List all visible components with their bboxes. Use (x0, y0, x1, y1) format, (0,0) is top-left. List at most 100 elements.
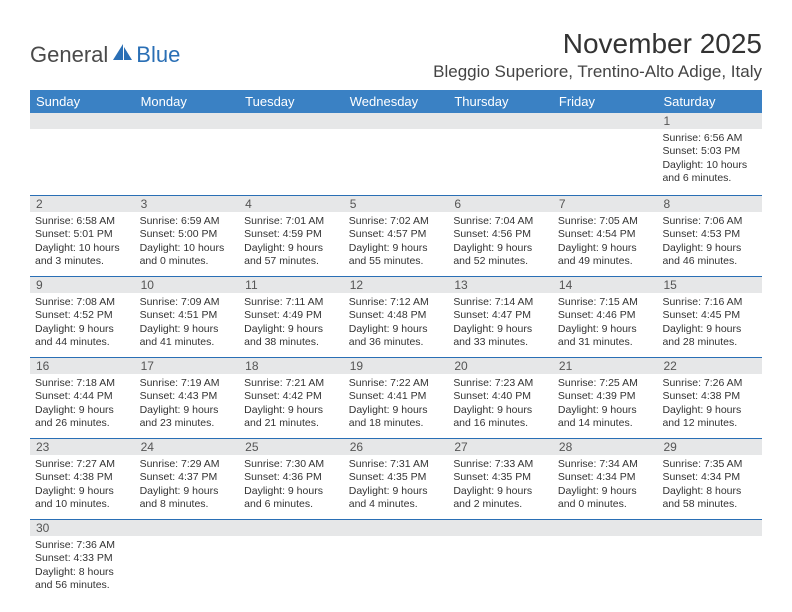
sunset-text: Sunset: 4:38 PM (35, 471, 130, 484)
day-number (657, 520, 762, 536)
daylight-text: Daylight: 9 hours (140, 404, 235, 417)
daylight-text: Daylight: 9 hours (662, 242, 757, 255)
sunset-text: Sunset: 4:39 PM (558, 390, 653, 403)
day-cell: Sunrise: 7:30 AMSunset: 4:36 PMDaylight:… (239, 455, 344, 519)
daylight-text: and 0 minutes. (140, 255, 235, 268)
daylight-text: and 2 minutes. (453, 498, 548, 511)
sunrise-text: Sunrise: 7:30 AM (244, 458, 339, 471)
daylight-text: and 41 minutes. (140, 336, 235, 349)
sunset-text: Sunset: 4:45 PM (662, 309, 757, 322)
day-cell: Sunrise: 7:11 AMSunset: 4:49 PMDaylight:… (239, 293, 344, 357)
sunrise-text: Sunrise: 7:25 AM (558, 377, 653, 390)
day-number: 19 (344, 358, 449, 374)
daylight-text: Daylight: 9 hours (662, 404, 757, 417)
sunrise-text: Sunrise: 7:35 AM (662, 458, 757, 471)
sunrise-text: Sunrise: 7:33 AM (453, 458, 548, 471)
daylight-text: Daylight: 9 hours (453, 242, 548, 255)
sunrise-text: Sunrise: 7:12 AM (349, 296, 444, 309)
day-cell: Sunrise: 7:16 AMSunset: 4:45 PMDaylight:… (657, 293, 762, 357)
sunrise-text: Sunrise: 7:14 AM (453, 296, 548, 309)
day-number (135, 113, 240, 129)
sunset-text: Sunset: 4:49 PM (244, 309, 339, 322)
day-cell (30, 129, 135, 195)
sunrise-text: Sunrise: 7:06 AM (662, 215, 757, 228)
day-cell (448, 536, 553, 600)
daylight-text: Daylight: 9 hours (244, 242, 339, 255)
daylight-text: Daylight: 9 hours (35, 323, 130, 336)
day-cell: Sunrise: 7:35 AMSunset: 4:34 PMDaylight:… (657, 455, 762, 519)
week-row: Sunrise: 7:36 AMSunset: 4:33 PMDaylight:… (30, 536, 762, 600)
daylight-text: and 23 minutes. (140, 417, 235, 430)
week-row: Sunrise: 6:56 AMSunset: 5:03 PMDaylight:… (30, 129, 762, 196)
day-cell: Sunrise: 7:21 AMSunset: 4:42 PMDaylight:… (239, 374, 344, 438)
sunrise-text: Sunrise: 6:59 AM (140, 215, 235, 228)
day-number (448, 113, 553, 129)
location-subtitle: Bleggio Superiore, Trentino-Alto Adige, … (433, 62, 762, 82)
daylight-text: Daylight: 9 hours (349, 242, 444, 255)
day-cell: Sunrise: 7:06 AMSunset: 4:53 PMDaylight:… (657, 212, 762, 276)
day-number: 22 (657, 358, 762, 374)
sunrise-text: Sunrise: 6:56 AM (662, 132, 757, 145)
sunset-text: Sunset: 4:59 PM (244, 228, 339, 241)
daynum-row: 16171819202122 (30, 358, 762, 374)
daylight-text: and 6 minutes. (244, 498, 339, 511)
day-number: 16 (30, 358, 135, 374)
day-cell (135, 536, 240, 600)
brand-part1: General (30, 42, 108, 68)
day-cell: Sunrise: 7:19 AMSunset: 4:43 PMDaylight:… (135, 374, 240, 438)
daynum-row: 2345678 (30, 196, 762, 212)
daylight-text: and 56 minutes. (35, 579, 130, 592)
day-number: 11 (239, 277, 344, 293)
daylight-text: and 21 minutes. (244, 417, 339, 430)
sunrise-text: Sunrise: 7:26 AM (662, 377, 757, 390)
daylight-text: Daylight: 10 hours (140, 242, 235, 255)
sunrise-text: Sunrise: 7:01 AM (244, 215, 339, 228)
sunset-text: Sunset: 4:38 PM (662, 390, 757, 403)
sunrise-text: Sunrise: 7:36 AM (35, 539, 130, 552)
sunset-text: Sunset: 5:00 PM (140, 228, 235, 241)
sunset-text: Sunset: 4:51 PM (140, 309, 235, 322)
day-number (30, 113, 135, 129)
daylight-text: and 26 minutes. (35, 417, 130, 430)
daylight-text: Daylight: 9 hours (140, 323, 235, 336)
day-cell: Sunrise: 6:59 AMSunset: 5:00 PMDaylight:… (135, 212, 240, 276)
day-number: 18 (239, 358, 344, 374)
day-cell (553, 536, 658, 600)
daylight-text: Daylight: 9 hours (244, 485, 339, 498)
day-number: 13 (448, 277, 553, 293)
sunset-text: Sunset: 4:43 PM (140, 390, 235, 403)
sunrise-text: Sunrise: 7:02 AM (349, 215, 444, 228)
day-number: 28 (553, 439, 658, 455)
daylight-text: Daylight: 9 hours (453, 485, 548, 498)
day-cell: Sunrise: 7:25 AMSunset: 4:39 PMDaylight:… (553, 374, 658, 438)
sunrise-text: Sunrise: 7:27 AM (35, 458, 130, 471)
sunset-text: Sunset: 4:53 PM (662, 228, 757, 241)
sunrise-text: Sunrise: 7:04 AM (453, 215, 548, 228)
day-number (448, 520, 553, 536)
week-row: Sunrise: 7:27 AMSunset: 4:38 PM Daylight:… (30, 455, 762, 520)
day-cell: Sunrise: 7:09 AMSunset: 4:51 PMDaylight:… (135, 293, 240, 357)
day-number: 5 (344, 196, 449, 212)
day-number: 10 (135, 277, 240, 293)
month-title: November 2025 (433, 28, 762, 60)
day-cell: Sunrise: 7:18 AMSunset: 4:44 PMDaylight:… (30, 374, 135, 438)
day-cell: Sunrise: 7:31 AMSunset: 4:35 PMDaylight:… (344, 455, 449, 519)
day-number (135, 520, 240, 536)
day-number: 9 (30, 277, 135, 293)
day-number: 23 (30, 439, 135, 455)
daylight-text: and 57 minutes. (244, 255, 339, 268)
daylight-text: and 49 minutes. (558, 255, 653, 268)
brand-part2: Blue (136, 42, 180, 68)
day-number (553, 113, 658, 129)
daylight-text: and 46 minutes. (662, 255, 757, 268)
daylight-text: and 36 minutes. (349, 336, 444, 349)
daylight-text: and 55 minutes. (349, 255, 444, 268)
day-cell: Sunrise: 7:12 AMSunset: 4:48 PMDaylight:… (344, 293, 449, 357)
day-cell (344, 129, 449, 195)
sunset-text: Sunset: 5:03 PM (662, 145, 757, 158)
daylight-text: and 44 minutes. (35, 336, 130, 349)
daylight-text: Daylight: 9 hours (244, 323, 339, 336)
day-number: 29 (657, 439, 762, 455)
daylight-text: and 58 minutes. (662, 498, 757, 511)
day-number: 17 (135, 358, 240, 374)
